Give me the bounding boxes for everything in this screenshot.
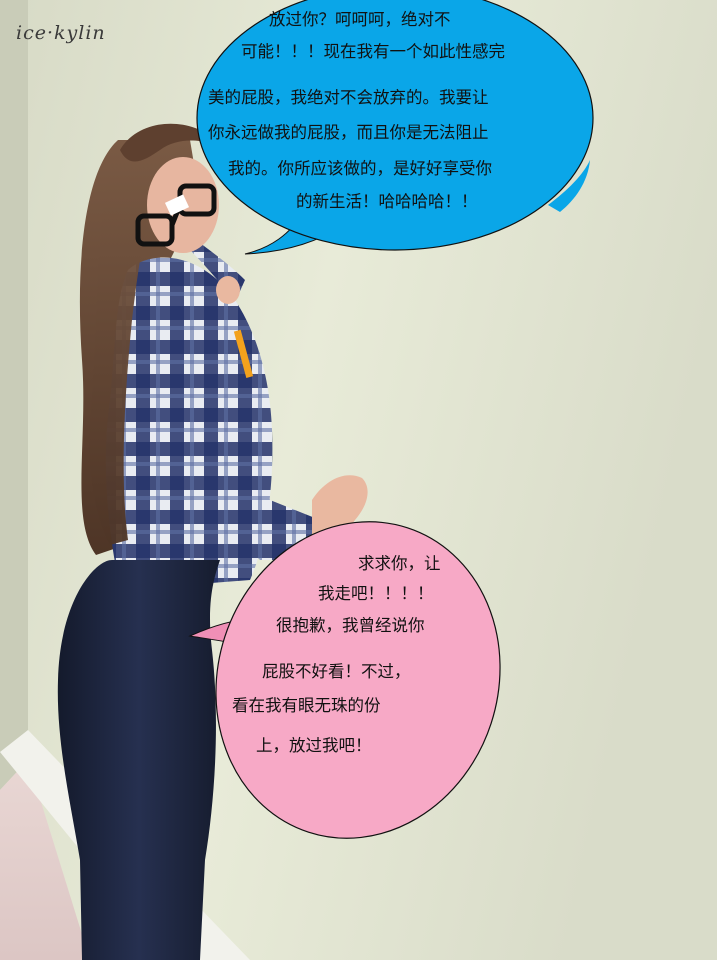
hand-lower [312,475,368,540]
watermark: ice·kylin [16,22,106,44]
speech-line: 我走吧！！！！ [318,584,434,603]
speech-bubble-top-body [196,0,594,251]
speech-line: 放过你？呵呵呵，绝对不 [269,10,451,29]
hand-upper [216,276,240,304]
speech-bubble-bottom-body [215,521,501,839]
speech-line: 看在我有眼无珠的份 [232,696,381,715]
hair-front [89,140,175,545]
speech-line: 我的。你所应该做的，是好好享受你 [228,159,492,178]
speech-line: 可能！！！现在我有一个如此性感完 [241,42,505,61]
speech-line: 你永远做我的屁股，而且你是无法阻止 [208,123,489,142]
speech-line: 上，放过我吧！ [256,736,372,755]
pencil [233,329,254,378]
speech-line: 美的屁股，我绝对不会放弃的。我要让 [208,88,489,107]
speech-line: 屁股不好看！不过， [262,662,411,681]
tape-on-glasses [164,194,190,216]
shirt-sleeve [140,330,322,560]
speech-text-top: 放过你？呵呵呵，绝对不 可能！！！现在我有一个如此性感完 美的屁股，我绝对不会放… [0,0,717,260]
speech-line: 求求你，让 [358,554,441,573]
jeans [57,560,220,960]
speech-line: 很抱歉，我曾经说你 [276,616,425,635]
side-wall [0,0,28,790]
floor [0,760,90,960]
speech-line: 的新生活！哈哈哈哈！！ [296,192,478,211]
